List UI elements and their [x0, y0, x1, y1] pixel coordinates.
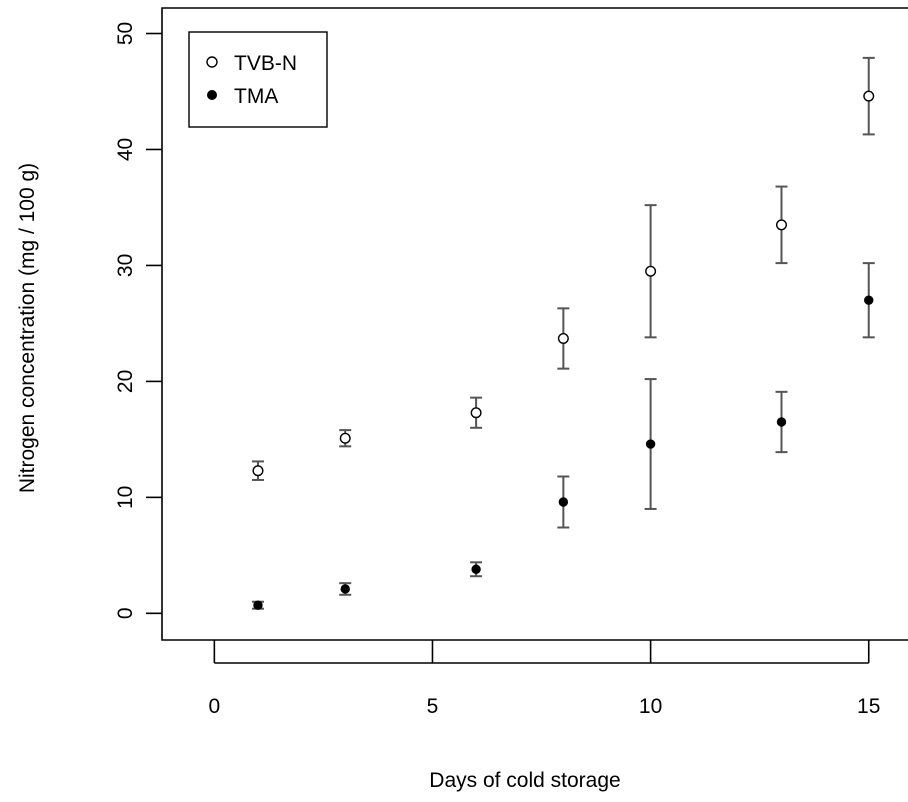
- tma-point: [340, 584, 350, 594]
- tma-point: [471, 564, 481, 574]
- legend-label-tma: TMA: [234, 85, 278, 108]
- tvbn-point: [863, 90, 875, 102]
- tvbn-point: [470, 407, 482, 419]
- x-axis-title: Days of cold storage: [429, 769, 620, 792]
- tma-point: [864, 295, 874, 305]
- x-tick-label: 15: [857, 695, 880, 718]
- y-tick-label: 30: [114, 254, 137, 277]
- legend-marker-tvbn: [206, 56, 218, 68]
- tvbn-point: [775, 219, 787, 231]
- tma-point: [558, 497, 569, 507]
- plot-frame: [161, 7, 908, 641]
- legend-marker-tma: [206, 89, 217, 100]
- x-tick-label: 0: [209, 695, 221, 718]
- tvbn-point: [645, 265, 657, 277]
- tma-point: [645, 439, 656, 449]
- y-axis-title: Nitrogen concentration (mg / 100 g): [16, 163, 39, 493]
- x-tick-label: 5: [427, 695, 439, 718]
- y-tick-label: 0: [114, 607, 137, 619]
- tma-point: [776, 417, 787, 427]
- x-tick-label: 10: [639, 695, 662, 718]
- y-tick-label: 50: [114, 22, 137, 45]
- tvbn-point: [252, 465, 264, 477]
- tma-point: [253, 600, 263, 610]
- legend-box: [188, 31, 328, 128]
- y-tick-label: 20: [114, 370, 137, 393]
- tvbn-point: [557, 332, 569, 344]
- legend-label-tvbn: TVB-N: [234, 52, 297, 75]
- y-tick-label: 40: [114, 138, 137, 161]
- tvbn-point: [339, 432, 351, 444]
- y-tick-label: 10: [114, 486, 137, 509]
